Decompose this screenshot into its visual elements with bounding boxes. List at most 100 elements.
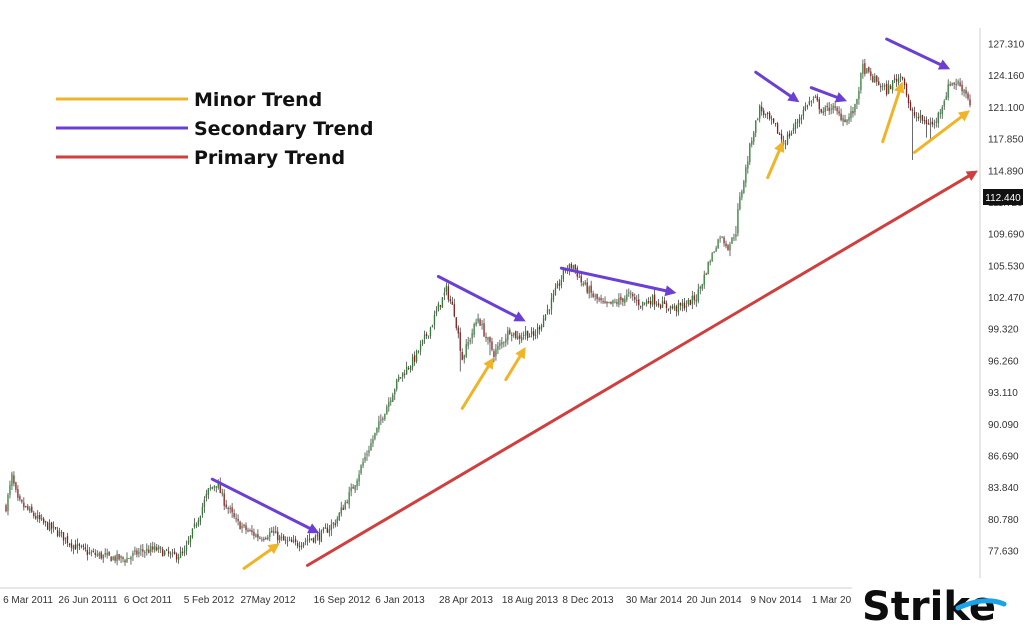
candle (890, 84, 892, 90)
candle (247, 527, 249, 533)
candle-body (868, 67, 870, 72)
candle (27, 503, 29, 511)
candle (665, 300, 668, 314)
candle (917, 112, 920, 122)
candle-body (927, 123, 929, 125)
candle (255, 533, 257, 538)
candle (187, 536, 190, 545)
candle-body (267, 537, 269, 540)
candle-body (475, 322, 477, 326)
candle (181, 547, 184, 556)
candle-body (695, 299, 697, 302)
candle-body (824, 107, 826, 113)
candle (201, 502, 204, 518)
candle (435, 306, 438, 317)
candle-body (622, 298, 624, 302)
candle-body (469, 339, 471, 342)
candle-body (747, 161, 749, 169)
candle-body (122, 557, 124, 560)
primary-trend-arrow (305, 170, 978, 567)
secondary-trend-arrow (754, 70, 800, 103)
candle-body (673, 305, 676, 309)
candle-body (828, 107, 830, 112)
x-tick-label: 1 Mar 2015 (812, 595, 863, 606)
candle-body (715, 248, 717, 252)
candle (483, 318, 485, 338)
candle (552, 289, 555, 303)
candle-body (967, 93, 969, 99)
candle-body (197, 520, 200, 526)
candle-body (70, 543, 73, 548)
candle (370, 438, 372, 452)
candle-body (92, 550, 94, 552)
candle-body (663, 300, 666, 305)
candle (687, 297, 689, 307)
candle-body (243, 524, 245, 526)
candle (66, 532, 69, 547)
candle (50, 521, 53, 534)
candle (848, 113, 850, 124)
candle (824, 105, 826, 117)
candle-body (503, 342, 505, 344)
candle (213, 484, 215, 492)
candle (298, 541, 301, 552)
candle (9, 480, 11, 499)
candle (959, 78, 961, 87)
candle (864, 58, 866, 77)
price-axis: 127.310124.160121.100117.850114.890111.7… (979, 28, 1024, 595)
candle (54, 526, 57, 530)
candle-body (304, 540, 307, 543)
candle-body (98, 553, 100, 556)
candle-body (763, 110, 765, 115)
candle-body (788, 133, 791, 137)
candle (755, 120, 757, 138)
candle (334, 519, 336, 528)
candle (384, 413, 386, 421)
candle (707, 261, 709, 275)
candle-body (790, 132, 793, 135)
candle (116, 550, 118, 566)
candle-body (739, 196, 741, 210)
candle (265, 536, 267, 540)
candle-body (447, 286, 449, 300)
candle (868, 66, 870, 74)
candle-body (648, 301, 650, 303)
candle-body (499, 343, 501, 346)
candle (132, 550, 134, 561)
candle-body (532, 331, 535, 336)
candle-body (832, 105, 834, 110)
candle (179, 546, 182, 559)
candle-body (919, 115, 922, 119)
candle (538, 324, 541, 335)
candle-body (227, 507, 229, 509)
candle (558, 279, 561, 291)
candle-body (215, 486, 217, 488)
candle (332, 521, 334, 529)
candle-body (521, 337, 523, 341)
candle-body (306, 539, 309, 541)
candle (685, 300, 688, 313)
candle-body (177, 557, 180, 561)
candle (364, 452, 366, 463)
candle (154, 542, 156, 553)
candle (108, 551, 110, 557)
candle-body (43, 518, 45, 523)
candle (523, 331, 525, 340)
candle (471, 328, 473, 344)
candle-body (203, 499, 206, 508)
candle (598, 296, 600, 303)
candle (33, 510, 35, 519)
candle (620, 293, 622, 305)
candle-body (659, 305, 662, 309)
candle-body (888, 85, 890, 94)
candle-body (118, 554, 120, 560)
candle (719, 235, 721, 243)
candle (225, 499, 227, 510)
candle-body (959, 82, 961, 87)
candle-body (320, 530, 323, 542)
candle-body (850, 111, 852, 119)
candle-body (517, 336, 519, 339)
candle-body (951, 82, 953, 85)
candle-body (62, 532, 65, 541)
candle (489, 336, 491, 356)
